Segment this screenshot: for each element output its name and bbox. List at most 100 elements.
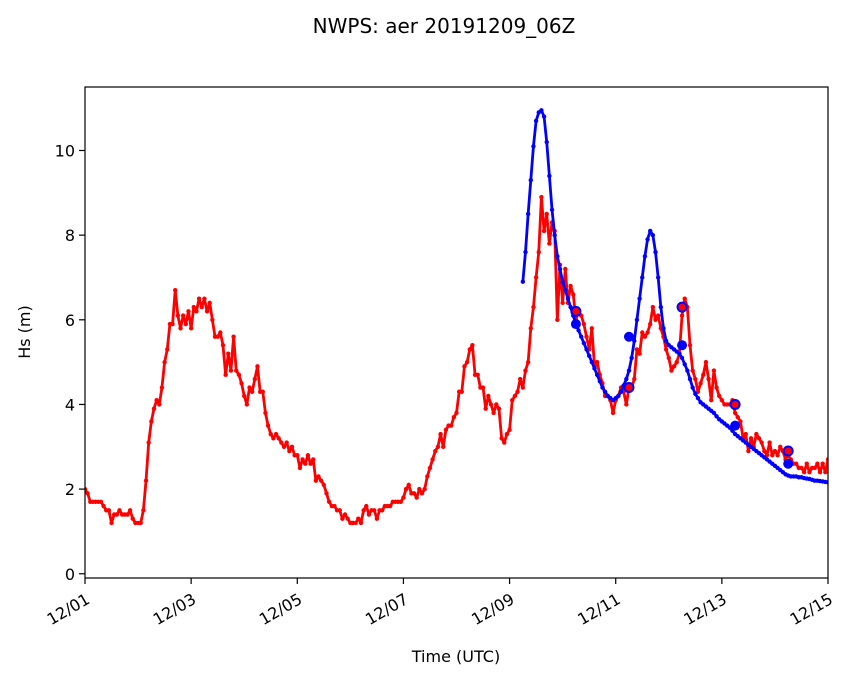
observed-point: [640, 330, 645, 335]
observed-point: [202, 296, 207, 301]
observed-point: [632, 376, 637, 382]
observed-point: [271, 436, 276, 441]
observed-point: [494, 402, 499, 407]
nwps-forecast-point: [640, 275, 645, 280]
observed-point: [215, 334, 220, 339]
nwps-forecast-point: [560, 279, 565, 284]
observed-point: [358, 520, 364, 526]
observed-point: [398, 499, 403, 505]
observed-point: [653, 317, 658, 322]
observed-marker: [623, 382, 635, 394]
observed-point: [406, 482, 411, 488]
nwps-forecast-point: [693, 391, 698, 397]
observed-point: [703, 359, 709, 365]
observed-marker: [570, 305, 582, 317]
x-tick-label: 12/01: [44, 589, 93, 629]
observed-point: [817, 469, 823, 475]
observed-point: [239, 381, 244, 386]
observed-point: [186, 309, 191, 314]
observed-point: [568, 283, 573, 289]
nwps-forecast-point: [563, 287, 568, 293]
observed-point: [242, 393, 247, 399]
observed-point: [231, 334, 236, 339]
observed-point: [149, 419, 154, 424]
observed-point: [374, 516, 380, 521]
observed-point: [650, 304, 656, 310]
observed-point: [234, 368, 239, 373]
observed-point: [531, 304, 536, 310]
forecast-marker: [730, 420, 741, 431]
forecast-marker: [783, 458, 794, 469]
nwps-forecast-point: [677, 351, 682, 356]
observed-point: [807, 469, 812, 475]
observed-point: [356, 516, 361, 521]
x-tick-label: 12/15: [787, 589, 836, 629]
forecast-marker: [623, 331, 634, 342]
observed-point: [220, 343, 226, 348]
observed-point: [403, 486, 409, 492]
nwps-forecast-point: [653, 249, 658, 255]
observed-point: [820, 461, 825, 466]
observed-point: [117, 508, 122, 513]
observed-point: [342, 512, 348, 517]
observed-point: [249, 389, 255, 394]
observed-point: [263, 410, 268, 416]
observed-point: [610, 410, 616, 416]
observed-point: [244, 402, 250, 407]
observed-point: [507, 427, 512, 433]
observed-point: [480, 385, 486, 390]
observed-point: [738, 419, 743, 424]
y-axis-label: Hs (m): [15, 305, 34, 359]
observed-point: [541, 228, 547, 234]
observed-point: [714, 385, 719, 390]
axes-frame: [84, 86, 829, 579]
observed-marker: [782, 445, 794, 457]
nwps-forecast-point: [520, 279, 526, 284]
observed-point: [151, 406, 157, 411]
nwps-forecast-point: [685, 368, 690, 373]
observed-point: [226, 351, 231, 356]
observed-point: [504, 431, 510, 437]
observed-point: [321, 482, 327, 488]
observed-point: [674, 359, 679, 365]
observed-point: [571, 292, 576, 297]
observed-point: [173, 287, 178, 293]
observed-point: [496, 406, 502, 411]
nwps-forecast-point: [552, 232, 557, 238]
observed-point: [634, 347, 640, 352]
observed-point: [767, 440, 772, 445]
observed-point: [284, 440, 289, 445]
x-tick-label: 12/03: [150, 589, 199, 629]
observed-point: [417, 486, 422, 492]
observed-point: [106, 508, 112, 513]
observed-point: [154, 398, 159, 403]
observed-point: [637, 351, 642, 356]
nwps-forecast-point: [531, 144, 536, 149]
observed-point: [435, 444, 441, 449]
observed-point: [594, 359, 600, 365]
nwps-forecast-point: [626, 368, 632, 373]
observed-point: [165, 347, 170, 352]
x-axis: 12/01 12/03 12/05 12/07 12/09 12/11 12/13 12/15: [44, 578, 836, 629]
nwps-forecast-point: [655, 275, 661, 280]
observed-point: [366, 512, 372, 517]
observed-point: [353, 520, 358, 526]
plot-area: [85, 108, 828, 526]
observed-point: [451, 414, 457, 420]
nwps-forecast-point: [632, 338, 637, 344]
observed-point: [443, 427, 449, 433]
observed-point: [228, 368, 234, 373]
y-tick-label: 0: [65, 565, 75, 584]
x-tick-label: 12/05: [256, 589, 305, 629]
observed-point: [709, 398, 714, 403]
observed-point: [324, 491, 329, 496]
y-tick-label: 8: [65, 226, 75, 245]
observed-point: [512, 393, 518, 399]
nwps-forecast-point: [711, 410, 717, 416]
nwps-forecast-point: [528, 177, 533, 183]
observed-point: [475, 372, 480, 378]
observed-point: [648, 321, 653, 327]
observed-point: [823, 469, 828, 475]
observed-point: [563, 266, 568, 272]
